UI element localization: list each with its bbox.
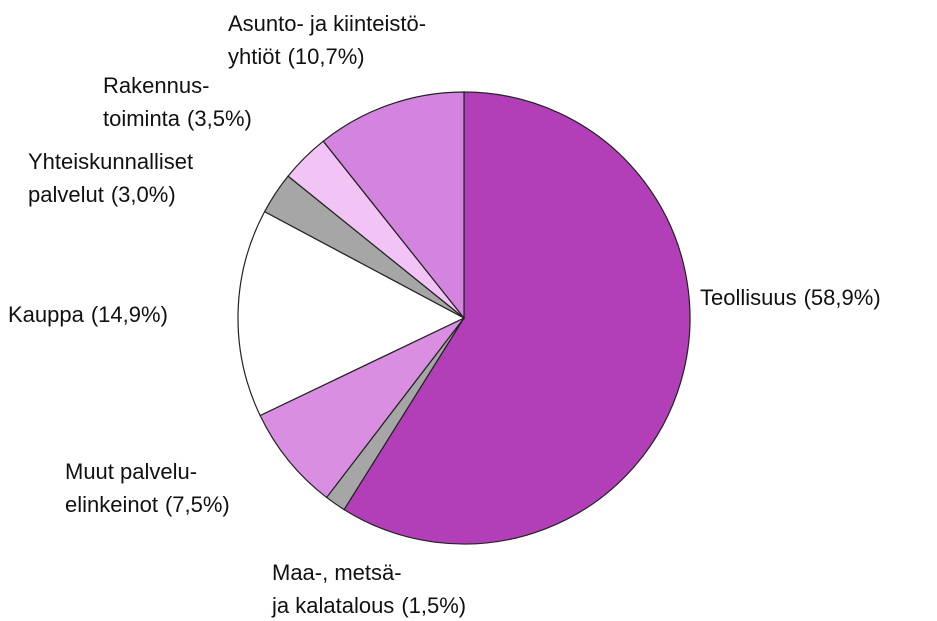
label-line: Maa-, metsä- [272,560,402,585]
value-label: (14,9%) [91,302,168,327]
slice-label: Maa-, metsä-ja kalatalous (1,5%) [271,560,466,618]
slice-label: Teollisuus (58,9%) [700,285,881,310]
pie-slice [343,91,691,545]
slice-label: Rakennus-toiminta (3,5%) [103,73,252,131]
slice-label: Kauppa (14,9%) [8,302,168,327]
slice-label: Muut palvelu-elinkeinot (7,5%) [65,459,230,517]
pie-slice [237,210,466,417]
label-line: toiminta [103,106,181,131]
label-line: palvelut [28,182,104,207]
pie-slice [322,91,465,320]
label-line: Muut palvelu- [65,459,197,484]
label-line: Rakennus- [103,73,209,98]
slice-label: Asunto- ja kiinteistö-yhtiöt (10,7%) [228,11,426,69]
value-label: (3,0%) [111,182,176,207]
label-line: Yhteiskunnalliset [28,149,193,174]
label-line: Teollisuus [700,285,797,310]
value-label: (58,9%) [804,285,881,310]
value-label: (1,5%) [401,593,466,618]
label-line: Asunto- ja kiinteistö- [228,11,426,36]
label-line: elinkeinot [65,492,158,517]
value-label: (7,5%) [165,492,230,517]
slice-label: Yhteiskunnalliset palvelut (3,0%) [28,149,193,207]
value-label: (3,5%) [187,106,252,131]
label-line: Kauppa [8,302,85,327]
label-line: yhtiöt [228,44,281,69]
label-line: ja kalatalous [271,593,394,618]
value-label: (10,7%) [288,44,365,69]
pie-slice [259,317,465,499]
